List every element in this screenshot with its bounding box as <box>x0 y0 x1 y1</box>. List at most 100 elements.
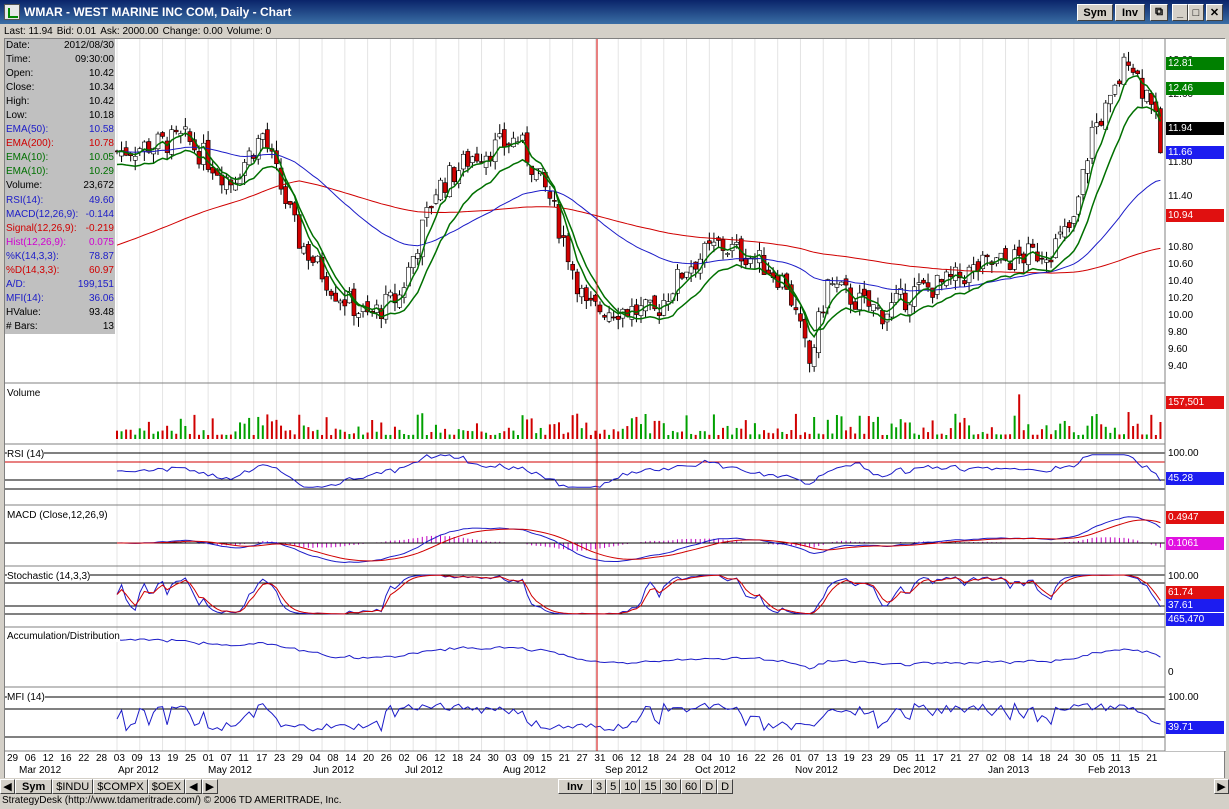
close-icon[interactable]: ✕ <box>1206 4 1223 21</box>
price-scale-tick: 10.20 <box>1168 293 1194 305</box>
x-axis-day-label: 27 <box>576 753 588 764</box>
candle-body <box>748 257 753 264</box>
candle-body <box>1039 257 1045 260</box>
candle-body <box>301 246 307 254</box>
candle-body <box>861 288 867 296</box>
x-axis-day-label: 06 <box>416 753 428 764</box>
info-value: 23,672 <box>83 180 114 192</box>
stoch-k-marker-label: 61.74 <box>1166 586 1224 599</box>
sym-button[interactable]: Sym <box>1077 4 1113 21</box>
inv-button[interactable]: Inv <box>1115 4 1145 21</box>
x-axis-day-label: 07 <box>220 753 232 764</box>
candle-body <box>142 141 147 152</box>
undock-icon[interactable]: ⧉ <box>1150 4 1168 21</box>
x-axis-day-label: 26 <box>772 753 784 764</box>
price-marker-label: 10.94 <box>1166 209 1224 222</box>
candle-body <box>260 133 266 140</box>
price-marker-label: 12.81 <box>1166 57 1224 70</box>
tab-next-icon[interactable]: ▶ <box>201 779 219 794</box>
info-key: Open: <box>6 68 34 80</box>
candle-body <box>707 240 712 244</box>
price-scale-tick: 9.80 <box>1168 327 1188 339</box>
period-tab-d[interactable]: D <box>701 779 718 794</box>
x-axis-day-label: 10 <box>719 753 731 764</box>
scroll-right-icon[interactable]: ▶ <box>1214 779 1229 794</box>
candle-body <box>201 142 206 165</box>
period-tab-10[interactable]: 10 <box>620 779 641 794</box>
info-row: Close: 10.34 <box>5 81 115 95</box>
x-axis-day-label: 23 <box>861 753 873 764</box>
info-key: Volume: <box>6 180 43 192</box>
info-key: EMA(200): <box>6 138 54 150</box>
candle-body <box>1007 263 1013 270</box>
candle-body <box>333 292 339 302</box>
candle-body <box>552 200 557 202</box>
price-marker-label: 12.46 <box>1166 82 1224 95</box>
period-tab-5[interactable]: 5 <box>606 779 621 794</box>
tab-prev-icon[interactable]: ◀ <box>185 779 202 794</box>
candle-body <box>1158 108 1163 154</box>
candle-body <box>392 293 398 304</box>
period-tab-60[interactable]: 60 <box>680 779 702 794</box>
candle-body <box>561 235 566 238</box>
symbol-tab-indu[interactable]: $INDU <box>52 779 94 794</box>
x-axis-day-label: 18 <box>647 753 659 764</box>
price-scale-tick: 10.80 <box>1168 242 1194 254</box>
candle-body <box>1126 61 1131 66</box>
candle-body <box>397 294 402 308</box>
candle-body <box>460 153 466 170</box>
candle-body <box>579 287 585 298</box>
macd-line <box>116 516 1161 564</box>
candle-body <box>470 156 475 163</box>
candle-body <box>843 278 849 286</box>
period-tab-15[interactable]: 15 <box>640 779 661 794</box>
candle-body <box>1085 160 1090 174</box>
chart-canvas[interactable] <box>5 39 1226 780</box>
x-axis-day-label: 06 <box>612 753 624 764</box>
candle-body <box>246 150 252 166</box>
candle-body <box>415 253 421 259</box>
info-key: Hist(12,26,9): <box>6 236 67 248</box>
candle-body <box>825 279 831 309</box>
x-axis-month-label: Oct 2012 <box>695 765 736 776</box>
symbol-tab-sym[interactable]: Sym <box>15 779 53 794</box>
x-axis-month-label: Jan 2013 <box>988 765 1030 776</box>
chart-area[interactable] <box>4 38 1226 780</box>
mfi-line <box>116 702 1161 733</box>
x-axis-day-label: 13 <box>149 753 161 764</box>
info-value: 10.58 <box>88 124 114 136</box>
candle-body <box>565 235 571 263</box>
candle-body <box>1117 80 1122 85</box>
minimize-icon[interactable]: _ <box>1172 4 1188 21</box>
stoch-d-line <box>116 574 1161 615</box>
x-axis-day-label: 19 <box>167 753 179 764</box>
x-axis-day-label: 18 <box>452 753 464 764</box>
info-key: %K(14,3,3): <box>6 250 59 262</box>
candle-body <box>164 140 170 153</box>
candle-body <box>602 315 607 318</box>
candle-body <box>1144 89 1150 102</box>
info-value: 10.34 <box>88 82 114 94</box>
period-tab-inv[interactable]: Inv <box>558 779 592 794</box>
candle-body <box>547 191 553 199</box>
maximize-icon[interactable]: □ <box>1188 4 1204 21</box>
x-axis-day-label: 17 <box>932 753 944 764</box>
info-key: EMA(10): <box>6 166 49 178</box>
symbol-tab-bar: ◀ Sym $INDU $COMPX $OEX ◀ ▶ Inv 3 5 10 15 30 60 D D ▶ <box>0 778 1229 795</box>
info-row: Signal(12,26,9): -0.219 <box>5 222 115 236</box>
symbol-tab-oex[interactable]: $OEX <box>147 779 186 794</box>
scroll-left-icon[interactable]: ◀ <box>0 779 15 794</box>
x-axis-month-label: Apr 2012 <box>118 765 159 776</box>
symbol-tab-compx[interactable]: $COMPX <box>93 779 148 794</box>
candle-body <box>647 299 653 303</box>
candle-body <box>871 304 876 312</box>
info-key: HValue: <box>6 306 41 318</box>
change-value: Change: 0.00 <box>162 25 223 37</box>
period-tab-d-2[interactable]: D <box>717 779 734 794</box>
candle-body <box>807 340 812 364</box>
x-axis-month-label: May 2012 <box>208 765 252 776</box>
period-tab-3[interactable]: 3 <box>591 779 607 794</box>
status-bar: StrategyDesk (http://www.tdameritrade.co… <box>0 795 1229 809</box>
period-tab-30[interactable]: 30 <box>660 779 681 794</box>
candle-body <box>830 283 835 285</box>
